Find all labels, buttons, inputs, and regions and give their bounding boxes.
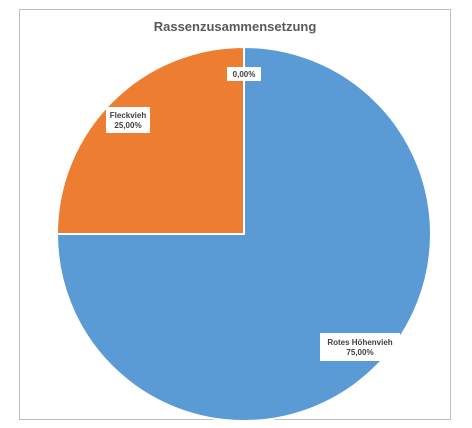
data-label-box — [320, 333, 400, 361]
data-label-percent: 75,00% — [346, 348, 373, 357]
data-label-box — [106, 107, 150, 133]
data-label-2: 0,00% — [227, 67, 261, 81]
pie-slice-fleckvieh — [55, 45, 245, 235]
data-label-box — [227, 67, 261, 81]
data-label-category: Rotes Höhenvieh — [327, 338, 392, 347]
data-label-percent: 25,00% — [114, 121, 141, 130]
data-label-category: Fleckvieh — [110, 111, 147, 120]
chart-title: Rassenzusammensetzung — [153, 19, 317, 34]
data-label-percent: 0,00% — [233, 70, 256, 79]
